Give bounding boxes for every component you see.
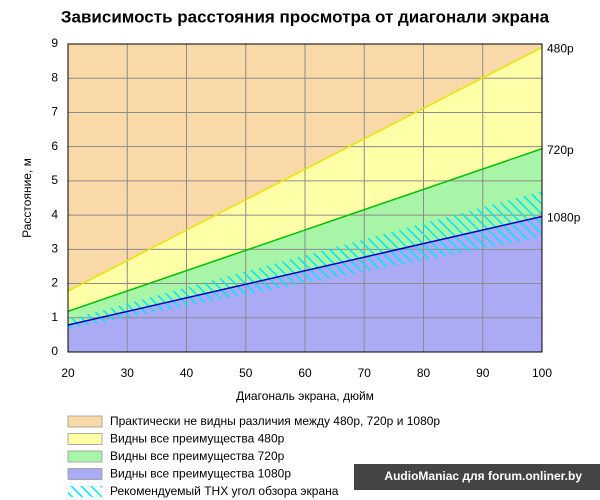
legend-swatch	[67, 415, 103, 428]
x-tick-label: 90	[476, 366, 490, 380]
y-tick-label: 1	[51, 310, 58, 324]
y-tick-label: 9	[51, 36, 58, 50]
legend-label: Видны все преимущества 720p	[110, 449, 285, 463]
y-tick-label: 2	[51, 276, 58, 290]
watermark: AudioManiac для forum.onliner.by	[384, 469, 582, 483]
legend-label: Видны все преимущества 480p	[110, 432, 285, 446]
watermark-bg	[354, 464, 600, 490]
x-tick-label: 40	[180, 366, 194, 380]
line	[67, 148, 543, 312]
y-tick-label: 5	[51, 173, 58, 187]
x-tick-label: 60	[298, 366, 312, 380]
legend-swatch	[68, 486, 102, 497]
legend-swatch	[67, 433, 103, 445]
legend-label: Видны все преимущества 1080p	[110, 467, 291, 481]
chart-title: Зависимость расстояния просмотра от диаг…	[61, 7, 550, 26]
line-label: 1080p	[547, 211, 581, 225]
y-tick-label: 7	[51, 105, 58, 119]
line-label: 480p	[547, 42, 574, 56]
y-tick-label: 0	[51, 344, 58, 358]
plot-border	[67, 43, 543, 353]
y-axis-label: Расстояние, м	[20, 158, 34, 238]
line-label: 720p	[547, 143, 574, 157]
x-tick-label: 30	[121, 366, 135, 380]
x-tick-label: 70	[358, 366, 372, 380]
x-tick-label: 20	[61, 366, 75, 380]
legend-swatch	[67, 450, 103, 463]
y-tick-label: 6	[51, 139, 58, 153]
legend-swatch	[67, 468, 103, 480]
y-tick-label: 8	[51, 70, 58, 84]
legend-label: Практически не видны различия между 480p…	[110, 414, 440, 428]
legend-label: Рекомендуемый THX угол обзора экрана	[110, 484, 339, 498]
x-tick-label: 50	[239, 366, 253, 380]
y-tick-label: 3	[51, 242, 58, 256]
x-tick-label: 100	[532, 366, 552, 380]
y-tick-label: 4	[51, 207, 58, 221]
line	[67, 46, 543, 292]
thx-band	[68, 191, 542, 330]
line	[67, 215, 543, 326]
x-tick-label: 80	[417, 366, 431, 380]
x-axis-label: Диагональ экрана, дюйм	[236, 389, 374, 403]
